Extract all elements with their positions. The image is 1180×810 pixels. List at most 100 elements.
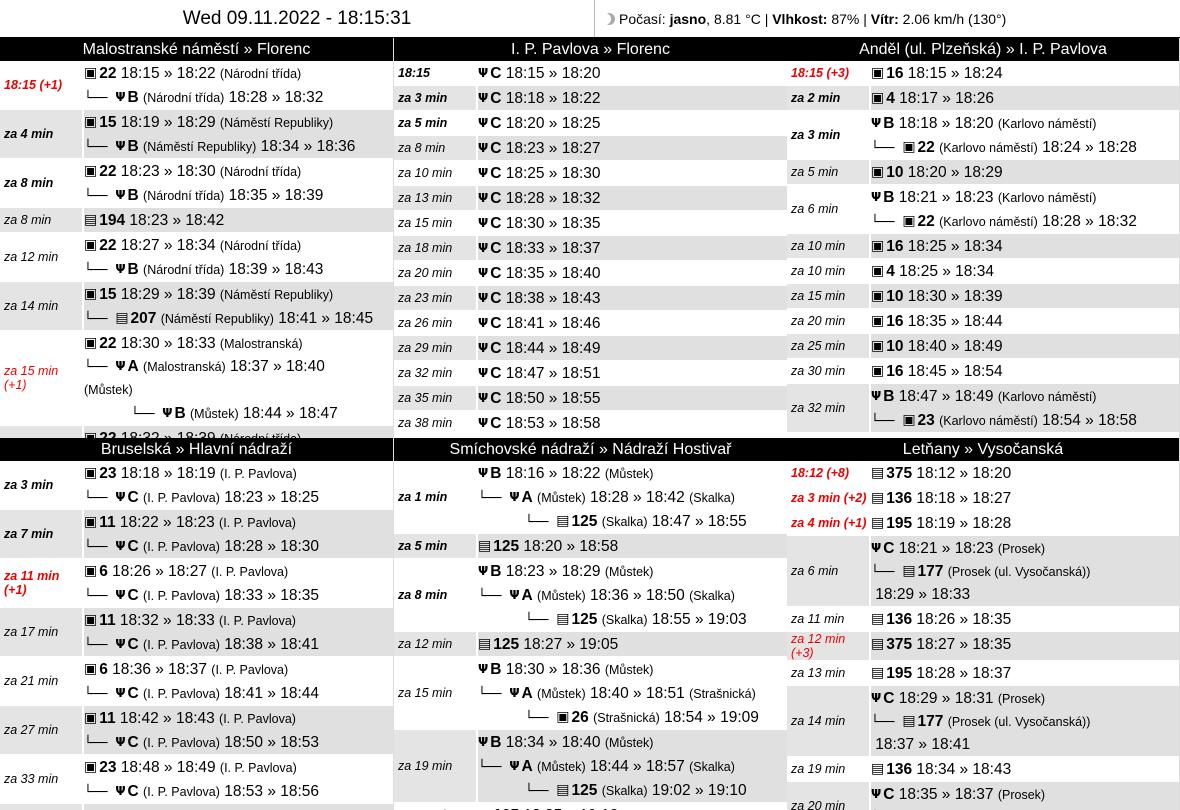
- departure-row[interactable]: za 15 min ▣ 10 18:30 » 18:39: [787, 284, 1179, 309]
- departure-row[interactable]: za 29 min Ψ C 18:44 » 18:49: [394, 336, 787, 361]
- transfer-stop: (Můstek): [604, 663, 654, 677]
- departure-row[interactable]: za 12 min ▣ 22 18:27 » 18:34 (Národní tříd…: [0, 233, 393, 282]
- departure-row[interactable]: za 3 min ▣ 23 18:18 » 18:19 (I. P. Pavlova…: [0, 461, 393, 510]
- route-leg: └── ▤ 125 (Skalka) 19:02 » 19:10: [478, 778, 787, 802]
- departure-row[interactable]: za 32 min Ψ C 18:47 » 18:51: [394, 361, 787, 386]
- departure-row[interactable]: za 23 min Ψ C 18:38 » 18:43: [394, 286, 787, 311]
- departure-row[interactable]: za 4 min ▣ 15 18:19 » 18:29 (Náměstí Repub…: [0, 110, 393, 159]
- line-number: 26: [571, 709, 589, 726]
- departure-row[interactable]: za 30 min ▣ 16 18:45 » 18:54: [787, 359, 1179, 384]
- departure-row[interactable]: 18:12 (+8) ▤ 375 18:12 » 18:20: [787, 461, 1179, 486]
- departure-row[interactable]: za 6 min Ψ B 18:21 » 18:23 (Karlovo náměst…: [787, 185, 1179, 234]
- weather-value: jasno: [669, 11, 707, 27]
- departure-time: za 30 min: [787, 359, 871, 383]
- departure-row[interactable]: za 37 min▣11 18:52 » 18:53 (I. P. Pavlov…: [0, 804, 393, 810]
- departure-row[interactable]: za 7 min ▣ 11 18:22 » 18:23 (I. P. Pavlova…: [0, 510, 393, 559]
- departure-row[interactable]: za 20 min Ψ C 18:35 » 18:40: [394, 261, 787, 286]
- departure-row[interactable]: za 12 min ▤ 125 18:27 » 19:05: [394, 632, 787, 657]
- transfer-stop: (Můstek): [537, 589, 586, 603]
- departure-row[interactable]: za 8 min ▤ 194 18:23 » 18:42: [0, 208, 393, 233]
- departure-row[interactable]: za 27 min ▣ 11 18:42 » 18:43 (I. P. Pavlov…: [0, 706, 393, 755]
- departure-row[interactable]: za 18 min Ψ C 18:33 » 18:37: [394, 236, 787, 261]
- leg-times-2: 18:28 » 18:32: [224, 89, 324, 106]
- departure-row[interactable]: za 32 min Ψ B 18:47 » 18:49 (Karlovo náměs…: [787, 384, 1179, 433]
- departure-row[interactable]: za 10 min Ψ C 18:25 » 18:30: [394, 161, 787, 186]
- departure-row[interactable]: za 15 min (+1) ▣ 22 18:30 » 18:33 (Malostr…: [0, 331, 393, 426]
- departure-row[interactable]: za 11 min (+1) ▣ 6 18:26 » 18:27 (I. P. Pa…: [0, 559, 393, 608]
- route-legs: ▤ 195 18:28 » 18:37: [871, 661, 1179, 685]
- departure-row[interactable]: za 8 min Ψ C 18:23 » 18:27: [394, 136, 787, 161]
- departure-row[interactable]: za 5 min Ψ C 18:20 » 18:25: [394, 111, 787, 136]
- leg-times: 18:30 » 18:36: [501, 661, 605, 678]
- tram-icon: ▣: [84, 465, 98, 481]
- departure-row[interactable]: za 17 min ▣ 11 18:32 » 18:33 (I. P. Pavlov…: [0, 608, 393, 657]
- departure-row[interactable]: za 11 min ▤ 136 18:26 » 18:35: [787, 607, 1179, 632]
- departure-row[interactable]: za 19 min ▤ 136 18:34 » 18:43: [787, 757, 1179, 782]
- departure-row[interactable]: za 5 min ▤ 125 18:20 » 18:58: [394, 534, 787, 559]
- line-number: B: [490, 465, 502, 482]
- departure-row[interactable]: 18:15 (+3) ▣ 16 18:15 » 18:24: [787, 61, 1179, 86]
- departure-row[interactable]: za 33 min ▣ 23 18:48 » 18:49 (I. P. Pavlov…: [0, 755, 393, 804]
- departure-row[interactable]: za 10 min ▣ 4 18:25 » 18:34: [787, 259, 1179, 284]
- leg-times: 18:16 » 18:22: [501, 465, 605, 482]
- leg-times-2: 18:54 » 19:09: [659, 709, 759, 726]
- departure-row[interactable]: za 25 min ▣ 10 18:40 » 18:49: [787, 334, 1179, 359]
- departure-row[interactable]: za 26 min Ψ C 18:41 » 18:46: [394, 311, 787, 336]
- departure-row[interactable]: za 14 min ▣ 15 18:29 » 18:39 (Náměstí Repu…: [0, 282, 393, 331]
- departure-row[interactable]: za 15 min Ψ C 18:30 » 18:35: [394, 211, 787, 236]
- departure-row[interactable]: za 38 min Ψ C 18:53 » 18:58: [394, 411, 787, 436]
- departure-row[interactable]: za 17 min▣22 18:32 » 18:39 (Národní tříd…: [0, 426, 393, 438]
- leg-times: 18:25 » 18:30: [501, 165, 601, 182]
- departure-row[interactable]: za 8 min ▣ 22 18:23 » 18:30 (Národní třída…: [0, 159, 393, 208]
- transfer-stop: (Národní třída): [219, 239, 302, 253]
- departure-row[interactable]: za 3 min Ψ C 18:18 » 18:22: [394, 86, 787, 111]
- tree-connector: └──: [84, 91, 116, 106]
- departure-row[interactable]: za 13 min ▤ 195 18:28 » 18:37: [787, 661, 1179, 686]
- line-number: B: [174, 405, 186, 422]
- departure-row[interactable]: za 35 min Ψ C 18:50 » 18:55: [394, 386, 787, 411]
- wind-label: Vítr:: [870, 11, 899, 27]
- route-legs: ΨC 18:35 » 18:37 (Prosek)└── ▤183 (Prose…: [871, 782, 1179, 810]
- departure-row[interactable]: za 20 min▤125 18:35 » 19:12: [394, 803, 787, 810]
- departure-row[interactable]: 18:15 (+1) ▣ 22 18:15 » 18:22 (Národní tří…: [0, 61, 393, 110]
- line-number: C: [490, 190, 502, 207]
- route-leg: └── ▤ 177 (Prosek (ul. Vysočanská)) 18:37…: [871, 710, 1179, 756]
- departure-row[interactable]: 18:15 Ψ C 18:15 » 18:20: [394, 61, 787, 86]
- departure-row[interactable]: za 10 min ▣ 16 18:25 » 18:34: [787, 234, 1179, 259]
- line-number: 10: [886, 288, 904, 305]
- departure-row[interactable]: za 21 min ▣ 6 18:36 » 18:37 (I. P. Pavlova…: [0, 657, 393, 706]
- tram-icon: ▣: [84, 612, 98, 628]
- departure-row[interactable]: za 3 min Ψ B 18:18 » 18:20 (Karlovo náměst…: [787, 111, 1179, 160]
- route-leg: ▣ 11 18:42 » 18:43 (I. P. Pavlova): [84, 706, 393, 730]
- departure-row[interactable]: za 14 min Ψ C 18:29 » 18:31 (Prosek) └── ▤ 1…: [787, 686, 1179, 757]
- route-leg: ▣ 4 18:17 » 18:26: [871, 86, 1179, 110]
- departure-row[interactable]: za 3 min (+2) ▤ 136 18:18 » 18:27: [787, 486, 1179, 511]
- departure-row[interactable]: za 35 min▣10 18:50 » 18:59: [787, 433, 1179, 438]
- leg-times: 18:47 » 18:51: [501, 365, 601, 382]
- tree-connector: └──: [871, 565, 903, 580]
- tree-connector: └──: [84, 540, 116, 555]
- departure-row[interactable]: za 2 min ▣ 4 18:17 » 18:26: [787, 86, 1179, 111]
- departure-row[interactable]: za 5 min ▣ 10 18:20 » 18:29: [787, 160, 1179, 185]
- tram-icon: ▣: [871, 65, 885, 81]
- departure-row[interactable]: za 20 min ▣ 16 18:35 » 18:44: [787, 309, 1179, 334]
- leg-times: 18:23 » 18:30: [116, 163, 220, 180]
- departure-row[interactable]: za 12 min (+3) ▤ 375 18:27 » 18:35: [787, 632, 1179, 661]
- leg-times: 18:18 » 18:22: [501, 90, 601, 107]
- departure-row[interactable]: za 6 min Ψ C 18:21 » 18:23 (Prosek) └── ▤ 17…: [787, 536, 1179, 607]
- departure-row[interactable]: za 13 min Ψ C 18:28 » 18:32: [394, 186, 787, 211]
- departure-row[interactable]: za 4 min (+1) ▤ 195 18:19 » 18:28: [787, 511, 1179, 536]
